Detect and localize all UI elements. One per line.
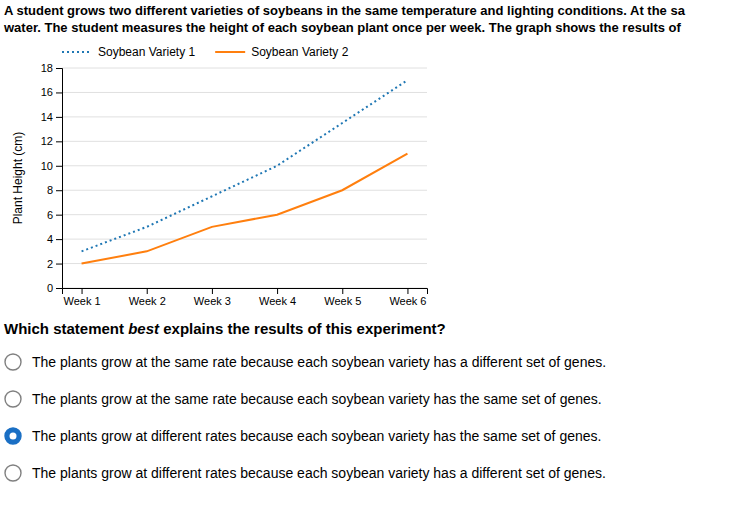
tick: 6 [47,209,62,221]
tick-label: 4 [47,233,53,245]
option-label: The plants grow at the same rate because… [32,391,602,407]
tick: 14 [41,111,62,123]
option: The plants grow at the same rate because… [5,391,602,407]
tick: 4 [47,233,62,245]
option: The plants grow at different rates becau… [5,428,601,444]
option: The plants grow at different rates becau… [5,465,606,481]
series-group [82,80,408,263]
legend-label: Soybean Variety 1 [98,45,195,59]
tick: 18 [41,62,62,74]
option-label: The plants grow at the same rate because… [32,354,606,370]
tick-mark [407,288,408,294]
tick-mark [56,215,62,216]
grid-line [62,68,427,69]
radio [5,354,21,370]
grid-line [62,263,427,264]
tick-label: 0 [47,282,53,294]
options: The plants grow at the same rate because… [5,354,606,481]
grid-line [62,190,427,191]
tick-mark [342,288,343,294]
plot: 024681012141618Week 1Week 2Week 3Week 4W… [11,62,428,307]
tick-label: 12 [41,135,53,147]
tick: 8 [47,184,62,196]
tick-label: Week 2 [129,295,166,307]
tick: 0 [47,282,62,294]
tick-mark [56,239,62,240]
tick-label: 16 [41,86,53,98]
tick-label: 14 [41,111,53,123]
tick: 12 [41,135,62,147]
tick-mark [277,288,278,294]
tick-mark [56,288,62,289]
axis-line [56,69,63,289]
legend-item: Soybean Variety 1 [62,45,195,59]
tick-label: 10 [41,160,53,172]
legend-swatch [62,51,92,53]
radio [5,465,21,481]
tick-mark [82,288,83,294]
tick: 2 [47,258,62,270]
grid-line [62,165,427,166]
tick: Week 2 [129,288,166,307]
tick-mark [56,166,62,167]
question-part: explains the results of this experiment? [159,320,446,337]
title: water. The student measures the height o… [3,20,682,35]
tick-label: 18 [41,62,53,74]
legend-swatch [215,51,245,53]
legend-item: Soybean Variety 2 [215,45,348,59]
tick: 10 [41,160,62,172]
tick-mark [56,141,62,142]
tick-label: Week 4 [259,295,296,307]
option: The plants grow at the same rate because… [5,354,606,370]
tick-label: 6 [47,209,53,221]
question-part: best [128,320,160,337]
tick-mark [56,264,62,265]
axis-line [63,289,428,295]
tick-mark [56,68,62,69]
tick-label: 8 [47,184,53,196]
tick-label: 2 [47,258,53,270]
tick: Week 4 [259,288,296,307]
tick-label: Week 5 [324,295,361,307]
legend-label: Soybean Variety 2 [251,45,348,59]
tick-label: Week 1 [64,295,101,307]
tick: Week 6 [389,288,426,307]
grid-line [62,141,427,142]
grid-line [62,214,427,215]
tick-mark [56,117,62,118]
axis-title: Plant Height (cm) [11,132,25,225]
tick: Week 1 [64,288,101,307]
option-label: The plants grow at different rates becau… [32,428,601,444]
tick: Week 3 [194,288,231,307]
legend: Soybean Variety 1 Soybean Variety 2 [62,45,349,59]
tick-mark [212,288,213,294]
option-label: The plants grow at different rates becau… [32,465,606,481]
tick-mark [56,92,62,93]
question-part: Which statement [4,320,128,337]
tick-label: Week 6 [389,295,426,307]
line [82,80,408,251]
grid [62,68,427,288]
page: A student grows two different varieties … [0,0,735,507]
title: A student grows two different varieties … [4,3,686,18]
radio [5,428,21,444]
question: Which statement best explains the result… [4,320,446,337]
tick-mark [147,288,148,294]
y-axis: 0 2 4 6 8 10 12 14 16 18 [41,62,63,294]
tick: Week 5 [324,288,361,307]
grid-line [62,92,427,93]
x-axis: Week 1 Week 2 Week 3 Week 4 Week 5 Week 6 [63,288,428,307]
line [82,154,408,264]
tick-mark [56,190,62,191]
grid-line [62,116,427,117]
tick-label: Week 3 [194,295,231,307]
radio [5,391,21,407]
radio-dot [10,433,17,440]
tick: 16 [41,86,62,98]
grid-line [62,239,427,240]
